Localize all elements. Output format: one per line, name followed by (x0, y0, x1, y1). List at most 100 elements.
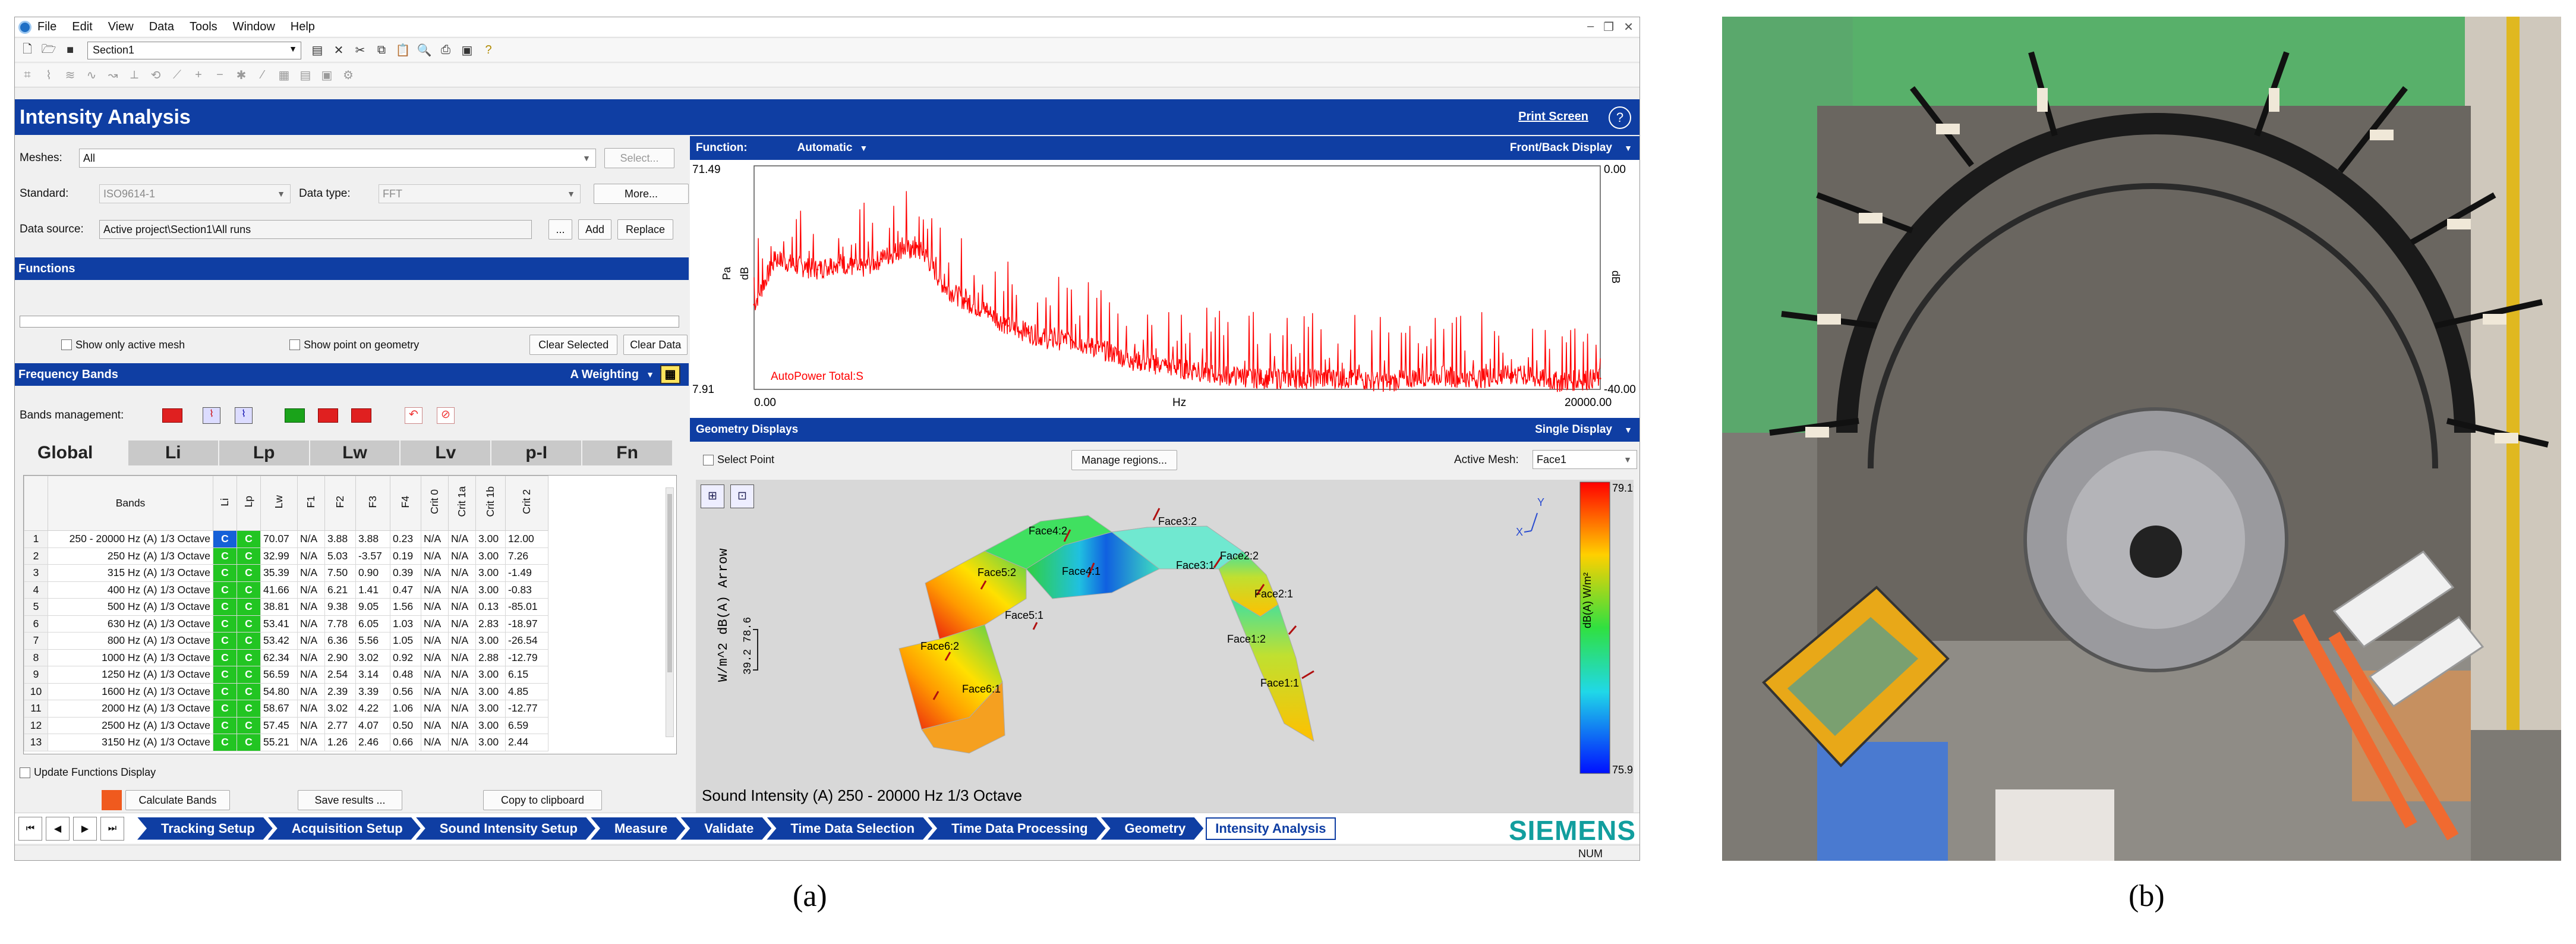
column-header[interactable]: F4 (390, 476, 421, 531)
table-scrollbar[interactable] (666, 487, 674, 737)
calculator-icon[interactable]: ▦ (660, 365, 680, 384)
crumb-acquisition-setup[interactable]: Acquisition Setup (268, 817, 421, 840)
datatype-select[interactable]: FFT ▼ (379, 184, 581, 203)
table-row[interactable]: 10 1600 Hz (A) 1/3 Octave C C 54.80 N/A 2.39 3.… (24, 682, 548, 700)
meshes-select[interactable]: All ▼ (79, 149, 596, 168)
fit-view-icon[interactable]: ⊞ (701, 484, 724, 508)
menu-edit[interactable]: Edit (72, 20, 93, 33)
last-icon[interactable]: ⏭ (100, 816, 124, 841)
open-folder-icon[interactable]: 🗁 (41, 42, 56, 56)
manage-regions-button[interactable]: Manage regions... (1071, 450, 1177, 470)
front-back-display-select[interactable]: Front/Back Display (1509, 141, 1612, 154)
print-preview-icon[interactable]: 🔍 (417, 44, 432, 57)
tool-icon[interactable]: ≋ (65, 69, 75, 82)
tab-lw[interactable]: Lw (310, 440, 401, 465)
tool-icon[interactable]: ⚙ (343, 69, 354, 82)
tool-icon[interactable]: ⌇ (46, 69, 52, 82)
bands-clear-icon[interactable] (351, 408, 371, 423)
bands-export-icon[interactable]: ⊘ (437, 407, 455, 424)
copy-to-clipboard-button[interactable]: Copy to clipboard (483, 790, 602, 810)
calculate-bands-button[interactable]: Calculate Bands (125, 790, 230, 810)
tool-icon[interactable]: ⁄ (261, 68, 264, 81)
new-file-icon[interactable]: 🗋 (22, 42, 33, 56)
column-header[interactable]: Li (213, 476, 237, 531)
function-select[interactable]: Automatic (797, 141, 853, 154)
tool-icon[interactable]: ▤ (299, 69, 311, 82)
clear-data-button[interactable]: Clear Data (623, 335, 688, 355)
single-display-select[interactable]: Single Display (1535, 423, 1612, 436)
zoom-icon[interactable]: ⊡ (730, 484, 754, 508)
save-results-button[interactable]: Save results ... (298, 790, 402, 810)
tab-lv[interactable]: Lv (401, 440, 492, 465)
table-row[interactable]: 9 1250 Hz (A) 1/3 Octave C C 56.59 N/A 2.54 3.1… (24, 666, 548, 684)
crumb-time-data-selection[interactable]: Time Data Selection (767, 817, 932, 840)
tool-icon[interactable]: ⟋ (173, 68, 181, 81)
browse-button[interactable]: ... (548, 219, 572, 240)
column-header[interactable]: Crit 1a (448, 476, 476, 531)
table-row[interactable]: 13 3150 Hz (A) 1/3 Octave C C 55.21 N/A 1.26 2.… (24, 734, 548, 751)
crumb-geometry[interactable]: Geometry (1101, 817, 1204, 840)
column-header[interactable]: F3 (355, 476, 390, 531)
select-button[interactable]: Select... (604, 148, 674, 168)
tool-icon[interactable]: ✱ (236, 69, 247, 82)
update-functions-display-checkbox[interactable]: Update Functions Display (20, 766, 156, 779)
standard-select[interactable]: ISO9614-1 ▼ (99, 184, 291, 203)
select-point-checkbox[interactable]: Select Point (703, 454, 774, 466)
table-row[interactable]: 2 250 Hz (A) 1/3 Octave C C 32.99 N/A 5.03 -3.5… (24, 547, 548, 565)
menu-view[interactable]: View (108, 20, 134, 33)
bands-import-icon[interactable]: ↶ (405, 407, 422, 424)
column-header-bands[interactable]: Bands (48, 476, 213, 531)
tool-icon[interactable]: ∿ (86, 69, 97, 82)
restore-icon[interactable]: ❐ (1603, 21, 1615, 34)
menu-help[interactable]: Help (290, 20, 315, 33)
crumb-intensity-analysis[interactable]: Intensity Analysis (1206, 817, 1336, 840)
menu-file[interactable]: File (37, 20, 57, 33)
mesh-face[interactable] (1229, 597, 1314, 742)
menu-tools[interactable]: Tools (189, 20, 217, 33)
clear-selected-button[interactable]: Clear Selected (529, 335, 618, 355)
bands-delete-icon[interactable] (162, 408, 182, 423)
chevron-down-icon[interactable]: ▼ (1624, 143, 1632, 153)
paste-icon[interactable]: 📋 (395, 44, 411, 57)
mesh-face[interactable] (921, 681, 1005, 754)
tool-icon[interactable]: ▣ (321, 69, 333, 82)
crumb-measure[interactable]: Measure (591, 817, 685, 840)
delete-icon[interactable]: ✕ (333, 44, 344, 57)
table-row[interactable]: 11 2000 Hz (A) 1/3 Octave C C 58.67 N/A 3.02 4.… (24, 700, 548, 718)
column-header[interactable]: Crit 0 (421, 476, 449, 531)
help-icon[interactable]: ? (1609, 106, 1631, 129)
table-row[interactable]: 3 315 Hz (A) 1/3 Octave C C 35.39 N/A 7.50 0.90… (24, 564, 548, 582)
section-select[interactable]: Section1 ▼ (87, 41, 301, 59)
bands-chart-icon[interactable]: ⌇ (203, 407, 220, 424)
table-row[interactable]: 8 1000 Hz (A) 1/3 Octave C C 62.34 N/A 2.90 3.0… (24, 649, 548, 666)
minimize-icon[interactable]: – (1587, 20, 1594, 33)
tool-icon[interactable]: ⟲ (150, 69, 161, 82)
active-mesh-select[interactable]: Face1 ▼ (1533, 450, 1637, 469)
crumb-time-data-processing[interactable]: Time Data Processing (928, 817, 1105, 840)
tab-li[interactable]: Li (128, 440, 219, 465)
mesh-face[interactable] (925, 550, 1027, 640)
more-button[interactable]: More... (594, 184, 689, 204)
tab-lp[interactable]: Lp (219, 440, 310, 465)
crumb-validate[interactable]: Validate (680, 817, 771, 840)
add-button[interactable]: Add (578, 219, 611, 240)
table-row[interactable]: 7 800 Hz (A) 1/3 Octave C C 53.42 N/A 6.36 5.56… (24, 632, 548, 650)
geometry-viewport[interactable]: ⊞ ⊡ (696, 480, 1634, 813)
crumb-tracking-setup[interactable]: Tracking Setup (137, 817, 273, 840)
copy-icon[interactable]: ⧉ (377, 43, 386, 56)
bands-edit-icon[interactable]: ⌇ (235, 407, 253, 424)
table-row[interactable]: 4 400 Hz (A) 1/3 Octave C C 41.66 N/A 6.21 1.41… (24, 581, 548, 599)
previous-icon[interactable]: ◀ (46, 816, 70, 841)
chevron-down-icon[interactable]: ▼ (646, 370, 654, 379)
table-row[interactable]: 5 500 Hz (A) 1/3 Octave C C 38.81 N/A 9.38 9.05… (24, 598, 548, 616)
next-icon[interactable]: ▶ (73, 816, 97, 841)
replace-button[interactable]: Replace (617, 219, 673, 240)
first-icon[interactable]: ⏮ (18, 816, 42, 841)
tool-icon[interactable]: − (216, 68, 223, 81)
tool-icon[interactable]: ↝ (108, 69, 118, 82)
bands-add-icon[interactable] (285, 408, 305, 423)
tool-icon[interactable]: ▦ (278, 69, 290, 82)
autopower-chart[interactable]: 71.49 7.91 Pa dB 0.00 -40.00 dB 0.00 200… (690, 160, 1640, 416)
save-icon[interactable]: ■ (66, 43, 74, 56)
tool-icon[interactable]: ⟂ (130, 68, 138, 81)
